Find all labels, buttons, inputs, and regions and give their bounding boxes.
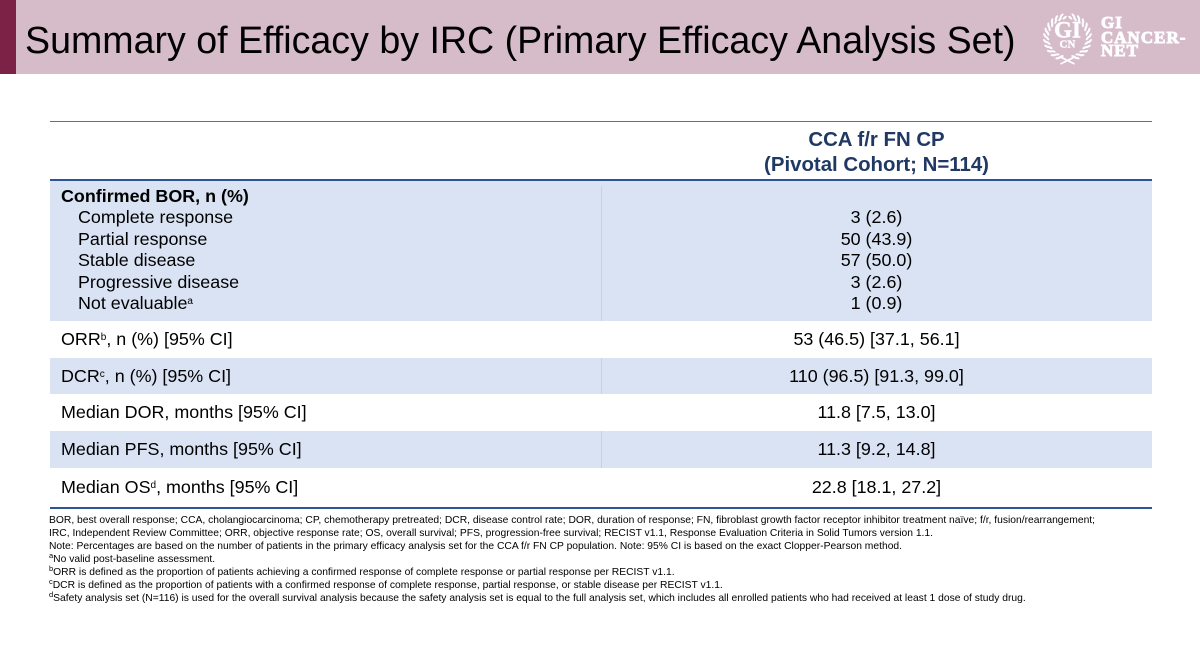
- svg-text:NET: NET: [1101, 41, 1139, 60]
- svg-text:GI: GI: [1101, 13, 1123, 32]
- svg-text:CN: CN: [1060, 39, 1076, 51]
- svg-text:CANCER-: CANCER-: [1101, 28, 1186, 47]
- svg-text:GI: GI: [1054, 18, 1081, 43]
